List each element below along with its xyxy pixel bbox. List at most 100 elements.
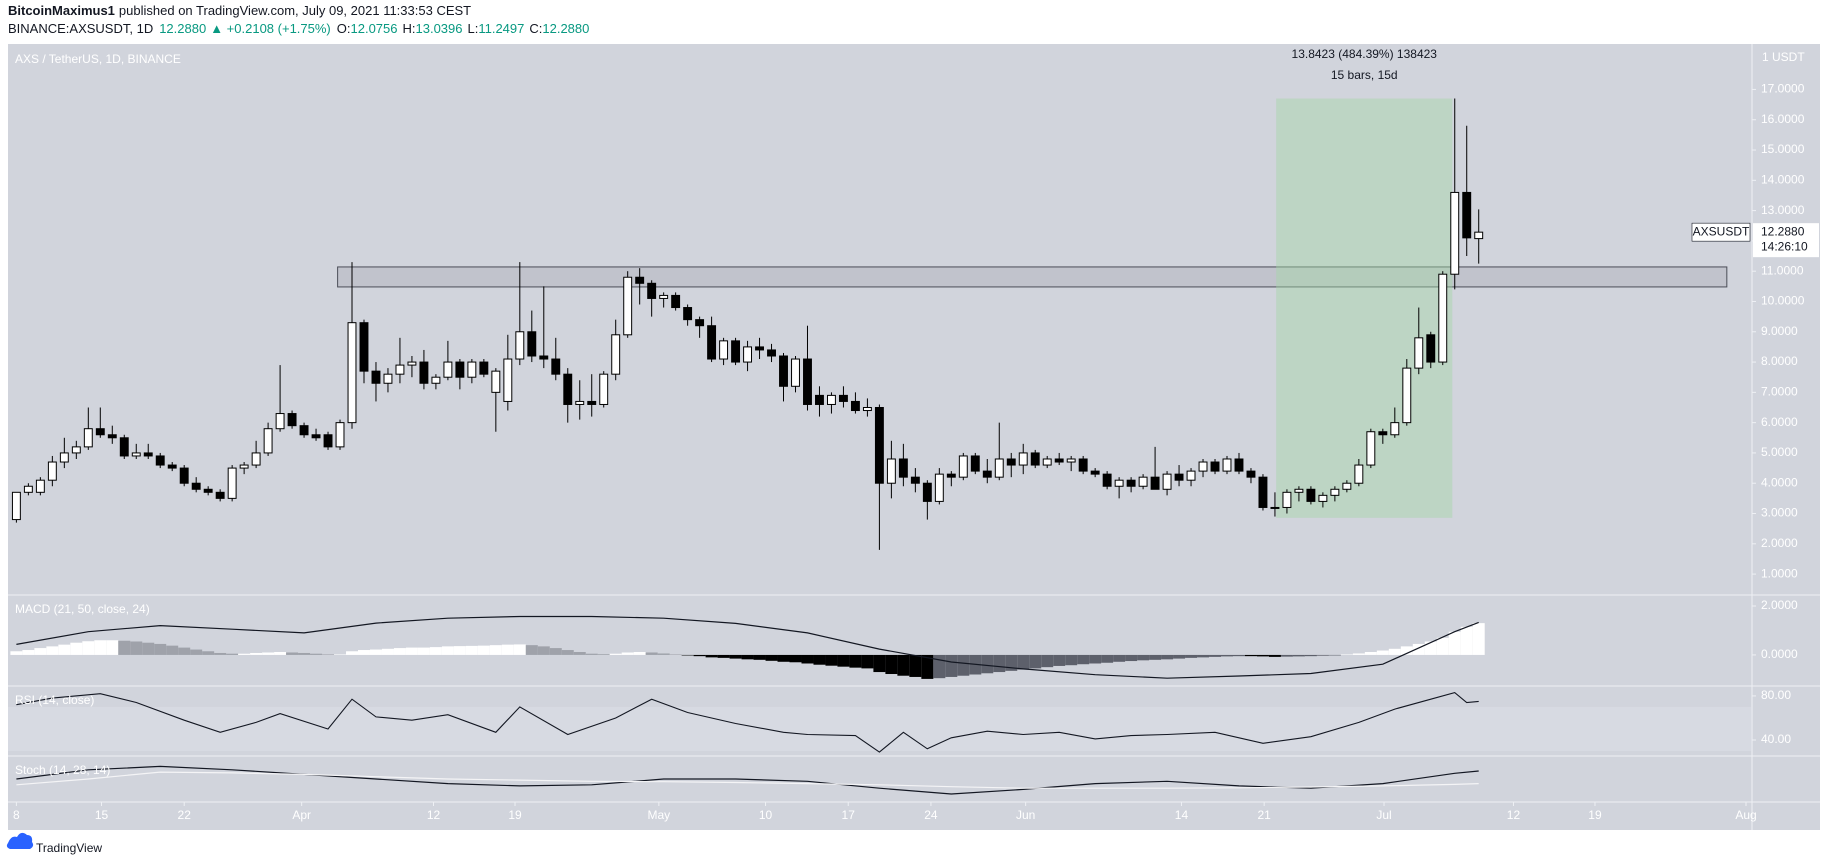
symbol: BINANCE:AXSUSDT, 1D xyxy=(8,21,153,36)
candle-body xyxy=(35,479,45,493)
rsi-line xyxy=(16,691,1479,753)
rsi-band xyxy=(8,706,1752,752)
candle-body xyxy=(1414,337,1424,369)
candle-body xyxy=(1210,461,1220,472)
x-tick-label: Jun xyxy=(1016,808,1035,822)
candle-body xyxy=(479,361,489,375)
resistance-zone xyxy=(337,266,1728,288)
macd-histogram-bar xyxy=(741,654,754,660)
macd-histogram-bar xyxy=(1209,654,1222,657)
macd-histogram-bar xyxy=(58,644,71,655)
macd-histogram-bar xyxy=(921,654,934,679)
candle-body xyxy=(575,400,585,405)
macd-histogram-bar xyxy=(1221,654,1233,657)
candle-body xyxy=(1018,452,1028,466)
candle-body xyxy=(1390,422,1400,436)
stoch-line xyxy=(16,771,1479,789)
macd-histogram-bar xyxy=(405,647,418,655)
macd-histogram-bar xyxy=(1280,654,1293,657)
macd-histogram-bar xyxy=(465,645,478,655)
macd-histogram-bar xyxy=(537,646,550,655)
macd-histogram-bar xyxy=(1412,643,1425,655)
candle-body xyxy=(1342,482,1352,490)
candle-body xyxy=(407,361,417,366)
candle-body xyxy=(1366,431,1376,466)
candle-body xyxy=(107,434,117,439)
macd-histogram-bar xyxy=(1316,654,1329,656)
candle-body xyxy=(1462,191,1472,239)
candle-body xyxy=(1006,458,1016,466)
candle-body xyxy=(587,400,597,405)
candle-body xyxy=(1066,458,1076,463)
candle-body xyxy=(443,361,453,378)
candle-body xyxy=(167,464,177,469)
candle-body xyxy=(263,428,273,454)
macd-histogram-bar xyxy=(549,648,562,655)
candle-body xyxy=(1162,473,1172,490)
candle-body xyxy=(347,322,357,424)
x-tick-label: Jul xyxy=(1376,808,1391,822)
macd-histogram-bar xyxy=(477,645,490,655)
candle-body xyxy=(1078,458,1088,472)
indicator-label: RSI (14, close) xyxy=(15,693,94,707)
candle-body xyxy=(1090,470,1100,475)
y-tick-label: 2.0000 xyxy=(1761,598,1798,612)
macd-histogram-bar xyxy=(274,651,287,655)
candle-body xyxy=(1354,464,1364,484)
candle-body xyxy=(503,358,513,402)
y-tick-label: 2.0000 xyxy=(1761,536,1798,550)
macd-histogram-bar xyxy=(1472,623,1485,655)
candle-body xyxy=(922,482,932,502)
candle-body xyxy=(659,294,669,299)
macd-histogram-bar xyxy=(357,650,370,655)
candle-body xyxy=(910,476,920,484)
macd-histogram-bar xyxy=(1388,648,1401,655)
candle-body xyxy=(623,276,633,336)
candle-body xyxy=(467,361,477,378)
macd-histogram-bar xyxy=(981,654,994,674)
macd-histogram-bar xyxy=(1161,654,1174,660)
x-tick-label: 8 xyxy=(13,808,20,822)
candle-body xyxy=(395,364,405,375)
candle-body xyxy=(1306,488,1316,502)
candle-body xyxy=(671,294,681,309)
y-tick-label: 80.00 xyxy=(1761,688,1791,702)
macd-histogram-bar xyxy=(1101,654,1114,663)
x-tick-label: 10 xyxy=(759,808,773,822)
field-key: O: xyxy=(337,21,351,36)
candle-body xyxy=(827,394,836,405)
candle-body xyxy=(95,428,105,436)
macd-histogram-bar xyxy=(1424,641,1437,655)
macd-histogram-bar xyxy=(849,654,862,668)
macd-histogram-bar xyxy=(381,648,394,655)
macd-histogram-bar xyxy=(262,652,275,655)
macd-histogram-bar xyxy=(573,651,586,655)
candle-body xyxy=(850,400,860,412)
macd-histogram-bar xyxy=(501,644,514,655)
y-tick-label: 40.00 xyxy=(1761,732,1791,746)
candle-body xyxy=(47,461,57,481)
macd-histogram-bar xyxy=(825,654,838,666)
macd-histogram-bar xyxy=(717,654,730,658)
y-tick-label: 13.0000 xyxy=(1761,203,1805,217)
y-tick-label: 8.0000 xyxy=(1761,354,1798,368)
indicator-label: Stoch (14, 28, 14) xyxy=(15,763,110,777)
candle-body xyxy=(1114,479,1124,487)
macd-histogram-bar xyxy=(429,647,442,655)
x-tick-label: 12 xyxy=(1507,808,1521,822)
macd-histogram-bar xyxy=(250,652,263,655)
candle-body xyxy=(1426,334,1436,363)
change: ▲ +0.2108 (+1.75%) xyxy=(210,21,331,36)
candle-body xyxy=(1198,461,1208,472)
symbol-tag xyxy=(1691,222,1751,242)
macd-histogram-bar xyxy=(885,654,898,675)
candle-body xyxy=(1402,367,1412,424)
macd-histogram-bar xyxy=(226,653,239,655)
y-tick-label: 7.0000 xyxy=(1761,385,1798,399)
candle-body xyxy=(539,355,549,360)
y-tick-label: 14.0000 xyxy=(1761,172,1805,186)
candle-body xyxy=(1258,476,1268,508)
candle-body xyxy=(1438,273,1448,363)
macd-histogram-bar xyxy=(1089,654,1102,664)
macd-histogram-bar xyxy=(22,650,35,655)
